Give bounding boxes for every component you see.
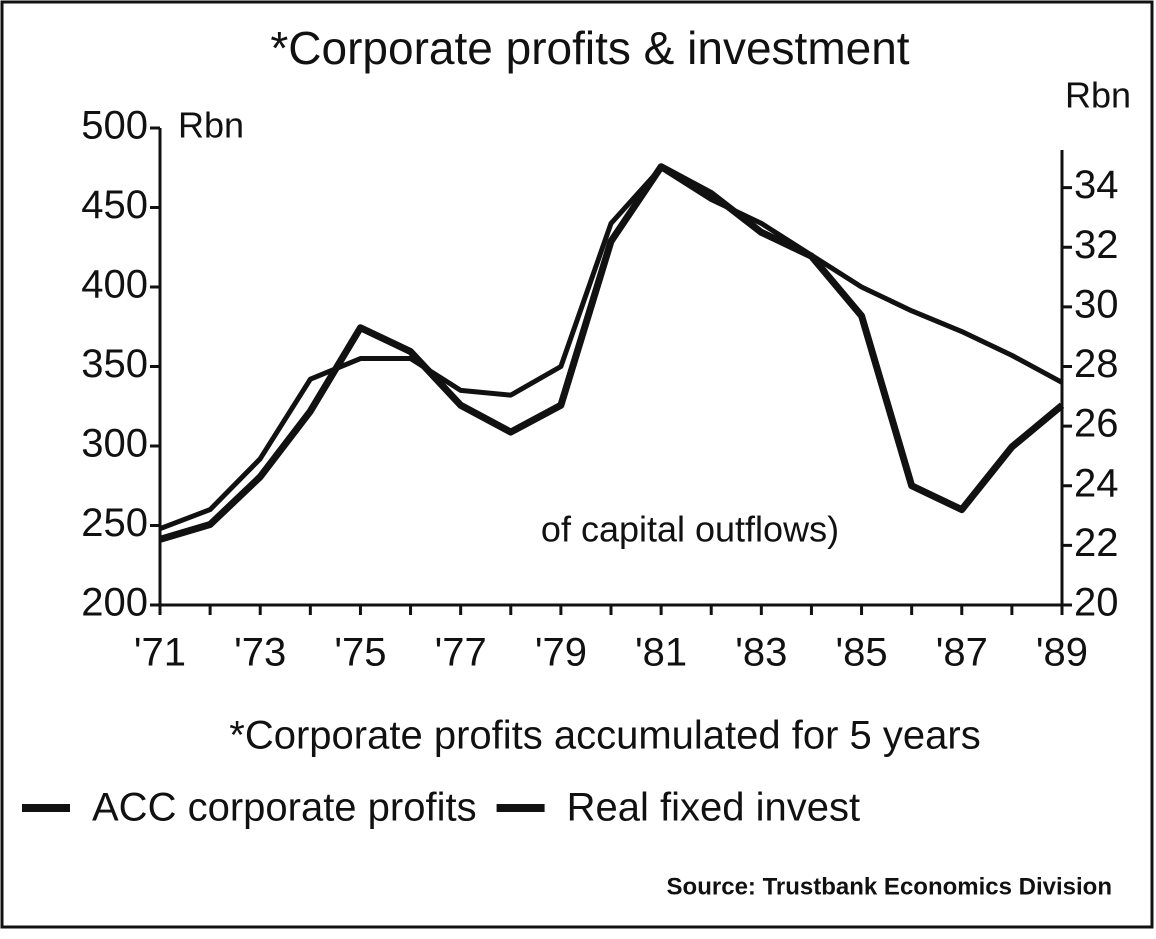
y2-tick-label: 20 — [1074, 581, 1119, 625]
series-line — [159, 163, 1065, 543]
y-tick-label: 500 — [81, 104, 148, 148]
y2-tick-label: 22 — [1074, 521, 1119, 565]
x-tick-label: '75 — [334, 631, 386, 675]
y-tick-label: 250 — [81, 501, 148, 545]
y-tick-label: 300 — [81, 422, 148, 466]
y-tick-label: 200 — [81, 581, 148, 625]
x-tick-label: '79 — [535, 631, 587, 675]
x-tick-label: '77 — [435, 631, 487, 675]
y-tick-label: 450 — [81, 183, 148, 227]
x-tick-label: '85 — [835, 631, 887, 675]
y2-tick-label: 30 — [1074, 282, 1119, 326]
x-tick-label: '71 — [134, 631, 186, 675]
y-tick-label: 400 — [81, 263, 148, 307]
chart-title: *Corporate profits & investment — [270, 22, 909, 74]
y-axis-label: Rbn — [178, 105, 244, 146]
x-tick-label: '83 — [735, 631, 787, 675]
y2-tick-label: 26 — [1074, 402, 1119, 446]
y2-tick-label: 32 — [1074, 223, 1119, 267]
x-tick-label: '87 — [936, 631, 988, 675]
x-tick-label: '81 — [635, 631, 687, 675]
y2-tick-label: 28 — [1074, 342, 1119, 386]
y-tick-label: 350 — [81, 342, 148, 386]
series-line — [159, 165, 1064, 532]
y2-tick-label: 34 — [1074, 163, 1119, 207]
x-tick-label: '73 — [234, 631, 286, 675]
note: *Corporate profits accumulated for 5 yea… — [229, 714, 980, 758]
legend-label: ACC corporate profits — [92, 786, 477, 830]
legend-label: Real fixed invest — [567, 786, 860, 830]
annotation: of capital outflows) — [541, 509, 839, 550]
x-tick-label: '89 — [1036, 631, 1088, 675]
source: Source: Trustbank Economics Division — [667, 873, 1112, 900]
y2-tick-label: 24 — [1074, 461, 1119, 505]
y2-axis-label: Rbn — [1065, 75, 1131, 116]
